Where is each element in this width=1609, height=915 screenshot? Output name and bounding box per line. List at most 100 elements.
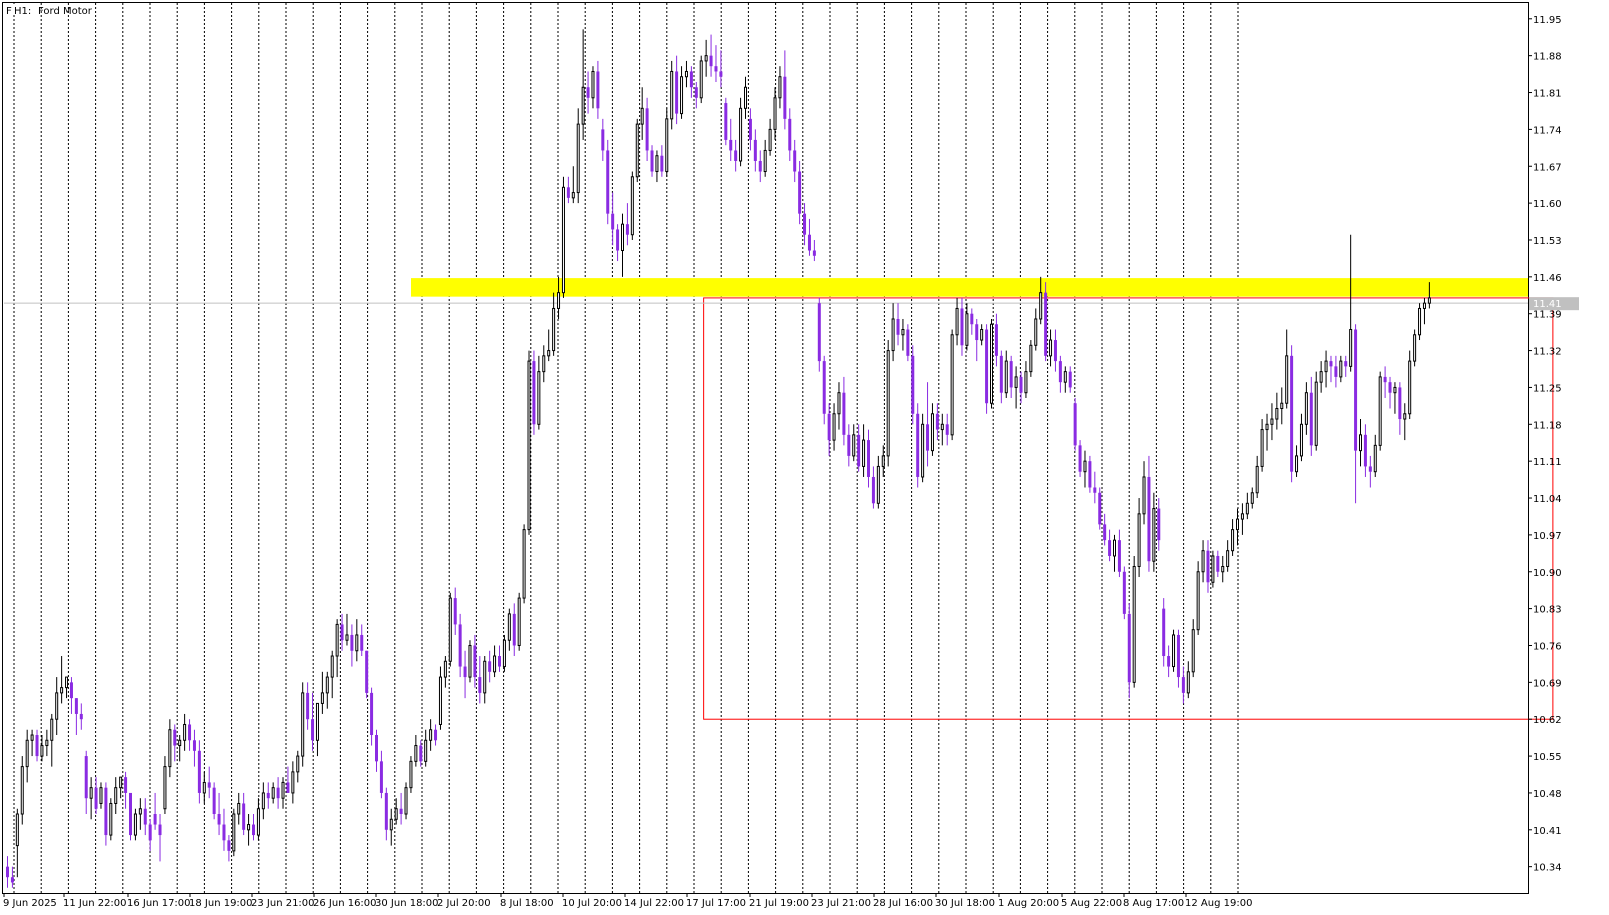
bull-candle (335, 619, 339, 678)
candle-body (360, 634, 364, 651)
candle-body (773, 97, 777, 130)
bear-candle (370, 687, 374, 746)
candle-body (345, 634, 349, 641)
candle-body (537, 371, 541, 425)
bear-candle (970, 308, 974, 335)
candle-body (1231, 529, 1235, 552)
candle-body (522, 529, 526, 599)
bull-candle (202, 771, 206, 804)
bear-candle (596, 60, 600, 119)
timeframe-label: H1: (14, 6, 31, 17)
candle-body (232, 813, 236, 852)
candle-body (394, 808, 398, 820)
candle-body (276, 787, 280, 799)
candle-body (458, 624, 462, 667)
bear-candle (1117, 529, 1121, 578)
candle-body (684, 70, 688, 78)
current-price-label: 11.41 (1533, 299, 1562, 310)
bull-candle (1413, 329, 1417, 367)
candle-body (1147, 476, 1151, 562)
candle-body (635, 123, 639, 178)
candle-body (133, 813, 137, 836)
candle-body (1295, 455, 1299, 473)
bull-candle (1255, 455, 1259, 499)
candle-body (311, 719, 315, 741)
candle-body (148, 824, 152, 841)
bull-candle (424, 729, 428, 767)
candle-body (60, 687, 64, 694)
bull-candle (901, 318, 905, 351)
drawing-objects[interactable] (4, 278, 1554, 720)
candle-body (911, 355, 915, 414)
time-tick-label: 30 Jul 18:00 (935, 898, 995, 909)
bear-candle (340, 613, 344, 651)
candle-body (453, 598, 457, 625)
bull-candle (522, 524, 526, 604)
bull-candle (114, 777, 118, 815)
candle-body (252, 824, 255, 836)
bull-candle (65, 676, 69, 699)
bull-candle (699, 55, 703, 104)
candle-body (616, 229, 620, 251)
bull-candle (345, 613, 349, 646)
price-axis: 11.95 11.88 11.81 11.74 11.67 11.60 11.53 11.46… (1528, 15, 1562, 874)
resistance-zone[interactable] (411, 278, 1528, 297)
candle-body (1167, 656, 1171, 667)
candle-body (414, 745, 418, 762)
bull-candle (980, 324, 984, 346)
bear-candle (724, 97, 728, 146)
candle-body (1088, 461, 1092, 488)
bull-candle (955, 297, 959, 346)
bear-candle (709, 34, 713, 77)
candle-body (1403, 413, 1407, 420)
candle-body (842, 392, 846, 435)
candle-body (1098, 492, 1102, 525)
bull-candle (990, 318, 993, 409)
bear-candle (252, 814, 255, 841)
candle-body (1240, 513, 1244, 520)
bear-candle (94, 777, 98, 815)
bear-candle (675, 55, 679, 125)
candle-body (330, 655, 334, 678)
bull-candle (547, 329, 551, 362)
candle-body (424, 739, 428, 762)
candle-body (94, 787, 98, 809)
bull-candle (325, 671, 329, 709)
candle-body (1309, 392, 1313, 446)
bull-candle (744, 76, 747, 119)
time-tick-label: 8 Jul 18:00 (500, 898, 554, 909)
candle-body (970, 313, 974, 325)
candle-body (1073, 403, 1077, 446)
bear-candle (1058, 355, 1062, 393)
candle-body (1211, 555, 1215, 583)
bear-candle (719, 50, 723, 88)
candle-body (847, 434, 851, 456)
bull-candle (315, 702, 319, 757)
candle-body (1216, 555, 1220, 572)
range-box[interactable] (703, 297, 1554, 720)
bear-candle (1206, 540, 1210, 593)
candle-body (502, 639, 506, 668)
bull-candle (409, 756, 413, 793)
bear-candle (212, 782, 216, 820)
bear-candle (1398, 382, 1402, 435)
bull-candle (778, 66, 782, 109)
bear-candle (35, 729, 39, 762)
candle-body (1250, 492, 1254, 504)
candle-body (822, 361, 826, 414)
candle-body (601, 129, 605, 151)
bull-candle (1014, 366, 1018, 409)
bear-candle (867, 429, 870, 488)
time-tick-label: 28 Jul 16:00 (873, 898, 933, 909)
bear-candle (532, 350, 536, 435)
candle-body (1058, 361, 1062, 383)
candle-body (468, 644, 472, 678)
candle-body (734, 150, 738, 161)
candle-body (1226, 550, 1230, 567)
candle-body (104, 787, 108, 836)
time-tick-label: 9 Jun 2025 (3, 898, 57, 909)
bear-candle (729, 118, 733, 161)
bear-candle (616, 224, 620, 262)
candle-body (935, 413, 939, 430)
